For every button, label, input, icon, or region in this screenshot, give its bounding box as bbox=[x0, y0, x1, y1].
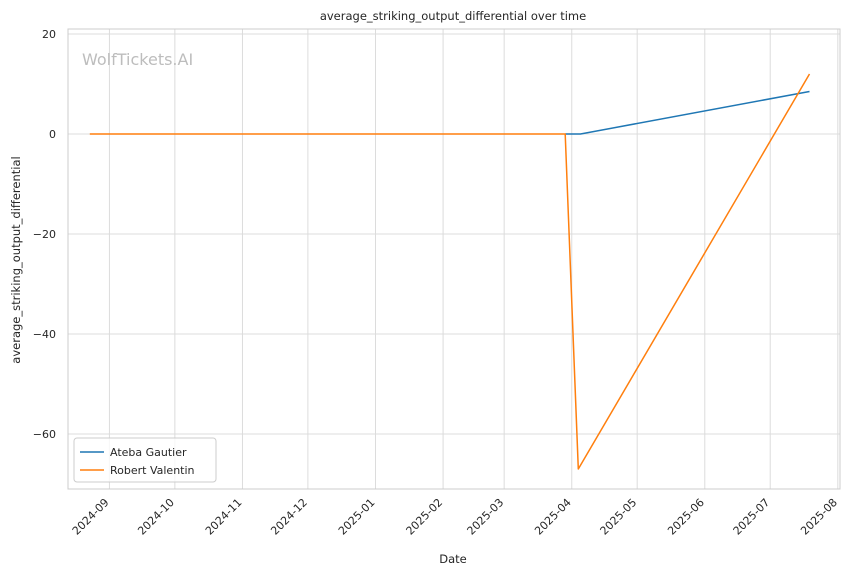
y-axis-title: average_striking_output_differential bbox=[9, 156, 23, 363]
x-tick-label: 2025-03 bbox=[465, 496, 507, 538]
x-tick-label: 2024-12 bbox=[268, 496, 310, 538]
x-tick-label: 2025-02 bbox=[404, 496, 446, 538]
x-tick-label: 2025-04 bbox=[532, 496, 574, 538]
plot-frame bbox=[67, 28, 841, 490]
legend-label-0: Ateba Gautier bbox=[110, 446, 187, 459]
x-tick-label: 2025-01 bbox=[336, 496, 378, 538]
legend: Ateba Gautier Robert Valentin bbox=[73, 437, 217, 483]
y-tick-label: −20 bbox=[33, 228, 56, 241]
y-tick-label: 20 bbox=[42, 28, 56, 41]
x-tick-label: 2025-08 bbox=[798, 496, 840, 538]
y-tick-label: 0 bbox=[49, 128, 56, 141]
grid bbox=[68, 29, 840, 489]
y-tick-label: −40 bbox=[33, 328, 56, 341]
x-tick-label: 2025-05 bbox=[598, 496, 640, 538]
x-tick-label: 2025-07 bbox=[731, 496, 773, 538]
y-tick-label: −60 bbox=[33, 428, 56, 441]
watermark: WolfTickets.AI bbox=[82, 50, 193, 69]
x-axis-title: Date bbox=[439, 552, 467, 566]
legend-label-1: Robert Valentin bbox=[110, 464, 195, 477]
chart-title: average_striking_output_differential ove… bbox=[320, 9, 586, 23]
series-line-1 bbox=[89, 73, 811, 470]
x-tick-label: 2024-09 bbox=[70, 496, 112, 538]
legend-box bbox=[73, 437, 217, 483]
x-tick-label: 2024-10 bbox=[135, 496, 177, 538]
series-lines bbox=[89, 73, 811, 470]
x-tick-label: 2024-11 bbox=[203, 496, 245, 538]
series-line-0 bbox=[565, 90, 810, 135]
plot-border bbox=[67, 28, 841, 490]
x-tick-label: 2025-06 bbox=[665, 496, 707, 538]
